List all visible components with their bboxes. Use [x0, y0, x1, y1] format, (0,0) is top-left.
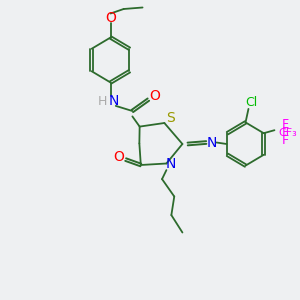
Text: F: F	[282, 134, 289, 147]
Text: S: S	[167, 112, 175, 125]
Text: N: N	[108, 94, 119, 108]
Text: H: H	[98, 94, 107, 108]
Text: N: N	[166, 157, 176, 171]
Text: F: F	[282, 126, 289, 139]
Text: O: O	[113, 150, 124, 164]
Text: Cl: Cl	[245, 96, 257, 110]
Text: N: N	[206, 136, 217, 149]
Text: O: O	[149, 89, 160, 103]
Text: CF₃: CF₃	[279, 128, 298, 138]
Text: O: O	[105, 11, 116, 25]
Text: F: F	[282, 118, 289, 131]
